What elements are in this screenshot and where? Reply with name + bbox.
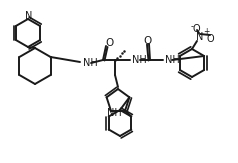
Text: O: O xyxy=(206,34,214,44)
Text: NH: NH xyxy=(107,108,121,118)
Text: NH: NH xyxy=(165,55,180,65)
Text: O: O xyxy=(143,36,151,46)
Text: O: O xyxy=(192,24,200,34)
Text: N: N xyxy=(25,11,33,21)
Text: O: O xyxy=(105,38,113,48)
Text: -: - xyxy=(190,22,193,31)
Text: +: + xyxy=(203,27,209,36)
Text: N: N xyxy=(196,32,204,42)
Text: NH: NH xyxy=(132,55,147,65)
Text: NH: NH xyxy=(83,58,98,68)
